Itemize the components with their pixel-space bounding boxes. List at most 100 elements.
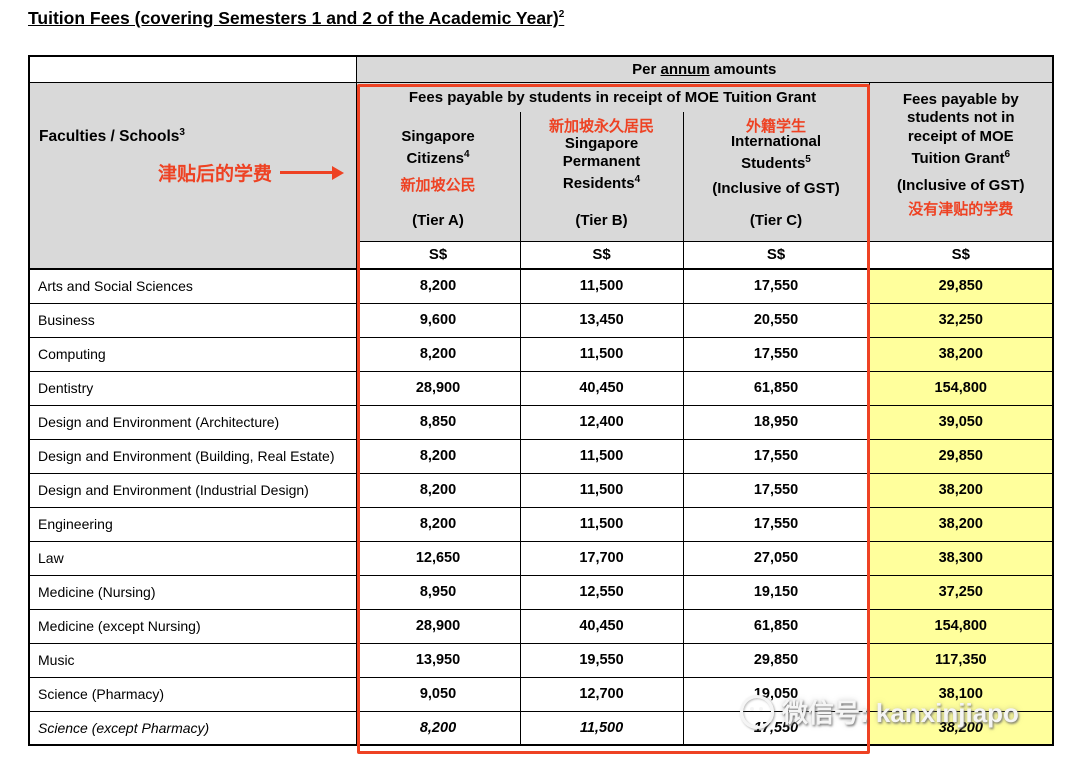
citizens-superscript: 4: [463, 149, 470, 160]
currency-header-international: S$: [682, 240, 870, 270]
international-chinese-annotation: 外籍学生: [745, 118, 806, 135]
arrow-line: [280, 171, 333, 174]
column-header-row: Singapore Citizens4 新加坡公民 (Tier A) 新加坡永久…: [29, 112, 1053, 242]
pr-chinese-annotation: 新加坡永久居民: [548, 118, 654, 135]
fee-pr-cell: 11,500: [519, 438, 684, 474]
no-grant-superscript: 6: [1004, 149, 1011, 160]
corner-empty-cell: [28, 55, 357, 83]
subsidized-fees-annotation-text: 津贴后的学费: [158, 164, 273, 185]
fee-pr-cell: 11,500: [519, 336, 684, 372]
fee-citizens-cell: 8,850: [355, 404, 521, 440]
fee-nogrant-cell: 32,250: [868, 302, 1054, 338]
fee-nogrant-cell: 38,200: [868, 472, 1054, 508]
fee-citizens-cell: 8,200: [355, 268, 521, 304]
tuition-fees-table: Per annum amounts Faculties / Schools3 F…: [28, 55, 1055, 746]
table-row: Law 12,650 17,700 27,050 38,300: [28, 540, 1054, 576]
fee-international-cell: 17,550: [682, 336, 870, 372]
pr-superscript: 4: [634, 174, 641, 185]
fee-pr-cell: 19,550: [519, 642, 684, 678]
fee-nogrant-cell: 117,350: [868, 642, 1054, 678]
faculty-name-cell: Computing: [28, 336, 357, 372]
faculty-name-cell: Science (Pharmacy): [28, 676, 357, 712]
grant-group-header: Fees payable by students in receipt of M…: [355, 81, 870, 112]
faculty-name-cell: Design and Environment (Building, Real E…: [28, 438, 357, 474]
fee-international-cell: 20,550: [682, 302, 870, 338]
fee-pr-cell: 11,500: [519, 710, 684, 746]
no-grant-header-label: Fees payable by students not in receipt …: [883, 91, 1040, 169]
table-row: Science (except Pharmacy) 8,200 11,500 1…: [28, 710, 1054, 746]
fee-citizens-cell: 9,050: [355, 676, 521, 712]
per-annum-underlined: annum: [660, 60, 710, 78]
international-header-text: International Students: [730, 133, 821, 172]
pr-tier-label: (Tier B): [575, 211, 628, 229]
fee-nogrant-cell: 29,850: [868, 438, 1054, 474]
fee-citizens-cell: 8,200: [355, 438, 521, 474]
faculties-header-superscript: 3: [179, 126, 185, 138]
page-title-text: Tuition Fees (covering Semesters 1 and 2…: [28, 8, 559, 28]
fee-citizens-cell: 12,650: [355, 540, 521, 576]
fee-nogrant-cell: 38,200: [868, 336, 1054, 372]
currency-header-nogrant: S$: [868, 240, 1054, 270]
citizens-chinese-annotation: 新加坡公民: [400, 177, 476, 194]
faculty-name-cell: Medicine (except Nursing): [28, 608, 357, 644]
fee-nogrant-cell: 37,250: [868, 574, 1054, 610]
international-gst-label: (Inclusive of GST): [712, 180, 840, 197]
fee-international-cell: 17,550: [682, 472, 870, 508]
fee-citizens-cell: 28,900: [355, 608, 521, 644]
fee-international-cell: 61,850: [682, 608, 870, 644]
table-row: Design and Environment (Building, Real E…: [28, 438, 1054, 474]
fee-pr-cell: 40,450: [519, 608, 684, 644]
faculty-name-cell: Engineering: [28, 506, 357, 542]
no-grant-header-cell: Fees payable by students not in receipt …: [868, 81, 1054, 242]
page-title-superscript: 2: [558, 9, 565, 21]
fee-pr-cell: 12,400: [519, 404, 684, 440]
fee-citizens-cell: 8,200: [355, 506, 521, 542]
currency-header-pr: S$: [519, 240, 684, 270]
fee-nogrant-cell: 38,200: [868, 506, 1054, 542]
per-annum-row: Per annum amounts: [28, 55, 1054, 83]
per-annum-pre: Per: [632, 60, 661, 78]
faculty-name-cell: Design and Environment (Industrial Desig…: [28, 472, 357, 508]
fee-pr-cell: 11,500: [519, 472, 684, 508]
faculty-name-cell: Arts and Social Sciences: [28, 268, 357, 304]
fee-international-cell: 17,550: [682, 268, 870, 304]
international-tier-label: (Tier C): [749, 211, 803, 229]
fee-pr-cell: 13,450: [519, 302, 684, 338]
international-superscript: 5: [805, 154, 811, 165]
wechat-logo-icon: [740, 694, 774, 729]
fee-international-cell: 61,850: [682, 370, 870, 406]
fee-pr-cell: 40,450: [519, 370, 684, 406]
fee-pr-cell: 11,500: [519, 506, 684, 542]
page-title: Tuition Fees (covering Semesters 1 and 2…: [28, 8, 564, 29]
currency-row: S$ S$ S$ S$: [29, 240, 1054, 270]
faculty-name-cell: Science (except Pharmacy): [28, 710, 357, 746]
fee-international-cell: 17,550: [682, 506, 870, 542]
per-annum-post: amounts: [709, 60, 777, 78]
fee-international-cell: 19,150: [682, 574, 870, 610]
faculty-name-cell: Dentistry: [28, 370, 357, 406]
table-row: Dentistry 28,900 40,450 61,850 154,800: [28, 370, 1054, 406]
table-row: Medicine (Nursing) 8,950 12,550 19,150 3…: [28, 574, 1054, 610]
fee-nogrant-cell: 154,800: [868, 608, 1054, 644]
no-grant-gst-label: (Inclusive of GST): [897, 176, 1025, 194]
subsidized-fees-annotation: 津贴后的学费: [158, 159, 345, 186]
fee-pr-cell: 12,550: [519, 574, 684, 610]
per-annum-header: Per annum amounts: [355, 55, 1054, 83]
fee-international-cell: 29,850: [682, 642, 870, 678]
international-column-header: 外籍学生 International Students5 (Inclusive …: [682, 112, 870, 242]
fee-nogrant-cell: 38,200: [868, 710, 1054, 746]
fee-pr-cell: 12,700: [519, 676, 684, 712]
table-row: Arts and Social Sciences 8,200 11,500 17…: [28, 268, 1054, 304]
no-grant-chinese-annotation: 没有津贴的学费: [908, 200, 1014, 218]
fee-international-cell: 27,050: [682, 540, 870, 576]
no-grant-header-text: Fees payable by students not in receipt …: [902, 90, 1019, 168]
fee-citizens-cell: 13,950: [355, 642, 521, 678]
fee-nogrant-cell: 39,050: [868, 404, 1054, 440]
citizens-header-text: Singapore Citizens: [401, 128, 475, 167]
table-row: Music 13,950 19,550 29,850 117,350: [28, 642, 1054, 678]
fee-pr-cell: 11,500: [519, 268, 684, 304]
faculty-name-cell: Law: [28, 540, 357, 576]
group-header-row: Faculties / Schools3 Fees payable by stu…: [28, 81, 1054, 270]
fee-citizens-cell: 8,200: [355, 336, 521, 372]
